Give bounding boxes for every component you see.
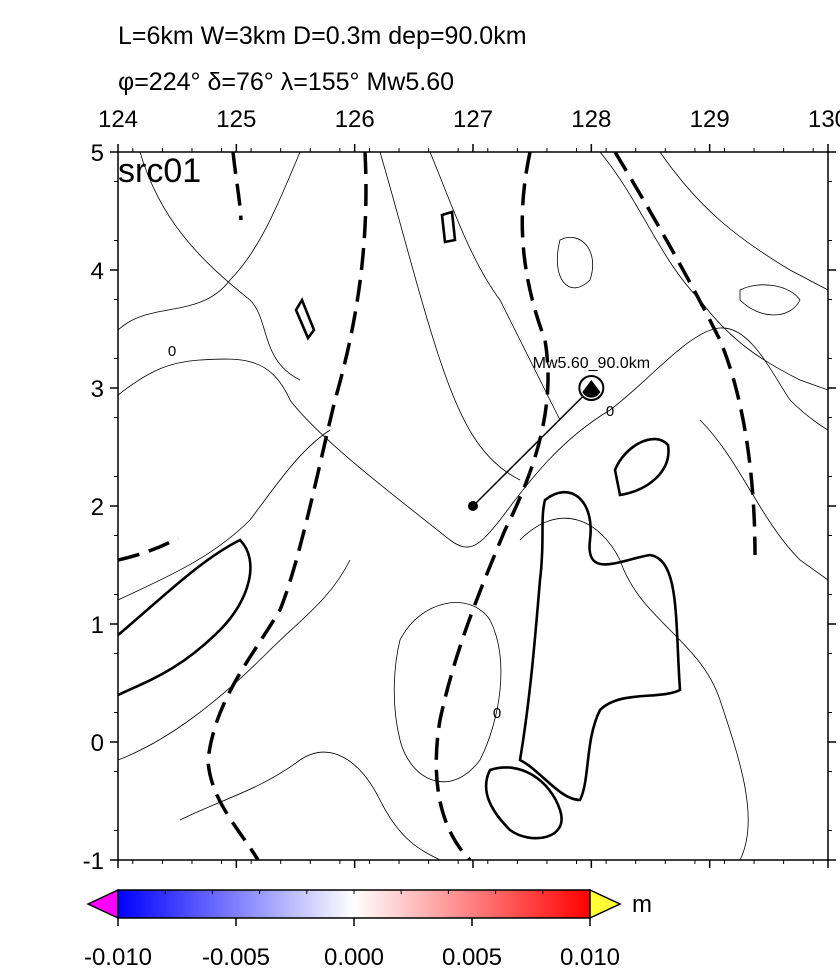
header-line1: L=6km W=3km D=0.3m dep=90.0km	[118, 22, 527, 50]
y-tick-label: 3	[91, 376, 104, 403]
colorbar-unit: m	[632, 891, 652, 918]
contours	[118, 152, 828, 860]
y-tick-label: 0	[91, 730, 104, 757]
colorbar-tick-label: 0.010	[560, 944, 620, 971]
mechanism-quadrant	[582, 380, 601, 398]
colorbar-tick-label: 0.000	[324, 944, 384, 971]
colorbar-over	[589, 888, 622, 920]
x-tick-label: 128	[571, 106, 611, 133]
epicenter-link	[472, 387, 592, 507]
contour-label: 0	[168, 343, 176, 360]
y-tick-label: 5	[91, 140, 104, 167]
x-tick-label: 124	[98, 106, 138, 133]
mechanism-label: Mw5.60_90.0km	[533, 355, 650, 372]
x-tick-label: 130	[808, 106, 840, 133]
x-tick-label: 126	[335, 106, 375, 133]
colorbar-tick-label: -0.010	[84, 944, 152, 971]
y-tick-label: -1	[83, 848, 104, 875]
contour-label: 0	[493, 705, 501, 722]
colorbar-tick-label: 0.005	[442, 944, 502, 971]
map-label: src01	[118, 152, 201, 190]
x-tick-label: 125	[216, 106, 256, 133]
y-tick-label: 1	[91, 612, 104, 639]
colorbar	[86, 888, 622, 920]
colorbar-under	[86, 888, 119, 920]
contour-label: 0	[606, 403, 614, 420]
y-tick-label: 2	[91, 494, 104, 521]
header-line2: φ=224° δ=76° λ=155° Mw5.60	[118, 68, 454, 96]
colorbar-scale	[117, 889, 591, 919]
epicenter	[468, 501, 478, 511]
colorbar-tick-label: -0.005	[202, 944, 270, 971]
y-tick-label: 4	[91, 258, 104, 285]
x-tick-label: 127	[453, 106, 493, 133]
x-tick-label: 129	[690, 106, 730, 133]
